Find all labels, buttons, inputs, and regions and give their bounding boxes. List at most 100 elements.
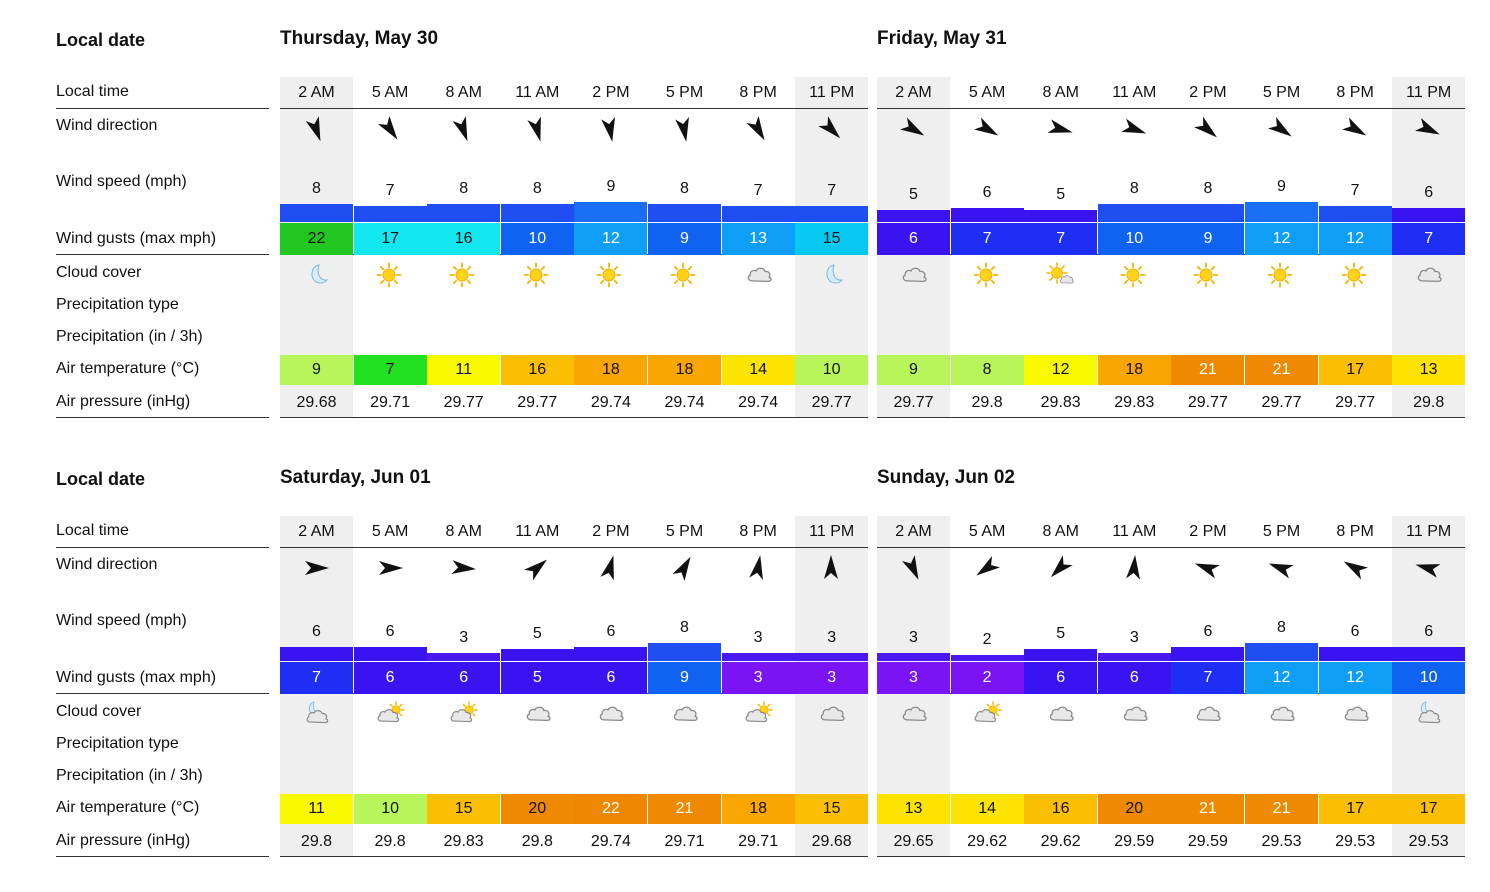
time-cell: 8 AM bbox=[1042, 523, 1079, 540]
wind-speed-value: 6 bbox=[982, 184, 992, 201]
forecast-column: 5 PM 8 12 21 29.53 bbox=[1245, 439, 1318, 869]
time-cell: 8 PM bbox=[1336, 523, 1374, 540]
cloud-icon bbox=[523, 701, 553, 727]
wind-arrow-icon bbox=[448, 553, 478, 583]
wind-speed-bar bbox=[1171, 647, 1245, 661]
air-temperature-cell: 21 bbox=[648, 794, 721, 824]
time-cell: 5 PM bbox=[665, 84, 704, 101]
air-temperature-cell: 15 bbox=[427, 794, 501, 824]
cloud-icon bbox=[1267, 701, 1297, 727]
wind-arrow-icon bbox=[1192, 553, 1222, 583]
air-pressure-value: 29.53 bbox=[1408, 833, 1449, 850]
forecast-column: 2 PM 9 12 18 29.74 bbox=[574, 0, 648, 430]
row-divider bbox=[877, 417, 1465, 418]
wind-gust-cell: 12 bbox=[574, 223, 648, 255]
air-pressure-value: 29.74 bbox=[738, 394, 779, 411]
time-cell: 11 AM bbox=[515, 523, 560, 540]
wind-speed-bar bbox=[1245, 643, 1318, 661]
partly-sunny-icon bbox=[744, 701, 774, 727]
wind-gust-cell: 9 bbox=[1171, 223, 1245, 255]
sun-icon bbox=[523, 262, 553, 288]
air-pressure-value: 29.74 bbox=[590, 394, 631, 411]
wind-speed-bar bbox=[280, 204, 353, 222]
air-temperature-cell: 8 bbox=[950, 355, 1024, 385]
wind-arrow-icon bbox=[816, 553, 846, 583]
wind-speed-bar bbox=[1097, 653, 1171, 661]
wind-gust-cell: 3 bbox=[877, 662, 950, 694]
wind-gust-cell: 6 bbox=[877, 223, 950, 255]
row-divider bbox=[280, 547, 868, 548]
time-cell: 2 PM bbox=[592, 84, 630, 101]
air-pressure-value: 29.77 bbox=[1335, 394, 1376, 411]
wind-arrow-icon bbox=[375, 114, 405, 144]
sun-icon bbox=[596, 262, 626, 288]
row-divider bbox=[280, 108, 868, 109]
forecast-column: 2 AM 8 22 9 29.68 bbox=[280, 0, 353, 430]
forecast-column: 2 PM 6 7 21 29.59 bbox=[1171, 439, 1245, 869]
cloud-icon bbox=[899, 701, 929, 727]
day-title: Saturday, Jun 01 bbox=[280, 467, 431, 488]
air-temperature-cell: 21 bbox=[1245, 794, 1318, 824]
air-temperature-cell: 13 bbox=[1392, 355, 1466, 385]
wind-speed-value: 3 bbox=[827, 629, 837, 646]
wind-arrow-icon bbox=[898, 553, 928, 583]
wind-gust-cell: 3 bbox=[795, 662, 869, 694]
wind-gust-cell: 9 bbox=[648, 662, 721, 694]
air-temperature-cell: 18 bbox=[648, 355, 721, 385]
air-pressure-value: 29.68 bbox=[296, 394, 337, 411]
wind-speed-bar bbox=[427, 653, 501, 661]
wind-gust-cell: 3 bbox=[721, 662, 795, 694]
air-pressure-value: 29.8 bbox=[971, 394, 1003, 411]
forecast-column: 8 AM 3 6 15 29.83 bbox=[427, 439, 501, 869]
moon-icon bbox=[302, 262, 332, 288]
air-temperature-cell: 15 bbox=[795, 794, 869, 824]
air-temperature-cell: 14 bbox=[721, 355, 795, 385]
air-temperature-cell: 17 bbox=[1318, 794, 1392, 824]
air-pressure-value: 29.53 bbox=[1335, 833, 1376, 850]
forecast-column: 5 PM 9 12 21 29.77 bbox=[1245, 0, 1318, 430]
air-pressure-value: 29.77 bbox=[517, 394, 558, 411]
wind-arrow-icon bbox=[669, 114, 699, 144]
air-pressure-value: 29.8 bbox=[1413, 394, 1445, 411]
cloud-icon bbox=[1120, 701, 1150, 727]
forecast-column: 2 PM 6 6 22 29.74 bbox=[574, 439, 648, 869]
wind-arrow-icon bbox=[595, 114, 625, 144]
wind-speed-bar bbox=[877, 653, 950, 661]
wind-gust-cell: 10 bbox=[1097, 223, 1171, 255]
wind-speed-value: 5 bbox=[532, 625, 542, 642]
time-cell: 8 PM bbox=[739, 523, 777, 540]
label-local-date: Local date bbox=[56, 469, 146, 489]
wind-gust-cell: 5 bbox=[500, 662, 574, 694]
wind-gust-cell: 7 bbox=[280, 662, 353, 694]
air-temperature-cell: 10 bbox=[795, 355, 869, 385]
air-pressure-value: 29.77 bbox=[1261, 394, 1302, 411]
air-temperature-cell: 10 bbox=[353, 794, 427, 824]
wind-arrow-icon bbox=[1340, 553, 1370, 583]
forecast-column: 2 AM 5 6 9 29.77 bbox=[877, 0, 950, 430]
time-cell: 2 PM bbox=[1189, 84, 1227, 101]
time-cell: 11 PM bbox=[809, 84, 855, 101]
air-temperature-cell: 9 bbox=[280, 355, 353, 385]
wind-speed-bar bbox=[721, 206, 795, 222]
air-pressure-value: 29.83 bbox=[1040, 394, 1081, 411]
air-pressure-value: 29.65 bbox=[893, 833, 934, 850]
wind-speed-value: 6 bbox=[1424, 623, 1434, 640]
air-pressure-value: 29.83 bbox=[443, 833, 484, 850]
wind-arrow-icon bbox=[301, 114, 331, 144]
forecast-column: 8 PM 3 3 18 29.71 bbox=[721, 439, 795, 869]
air-pressure-value: 29.77 bbox=[443, 394, 484, 411]
wind-speed-value: 5 bbox=[1056, 625, 1066, 642]
wind-gust-cell: 10 bbox=[1392, 662, 1466, 694]
wind-speed-bar bbox=[795, 653, 869, 661]
label-precipitation-type: Precipitation type bbox=[56, 296, 179, 313]
air-temperature-cell: 17 bbox=[1392, 794, 1466, 824]
row-divider bbox=[877, 254, 1465, 255]
forecast-column: 5 AM 7 17 7 29.71 bbox=[353, 0, 427, 430]
day-title: Sunday, Jun 02 bbox=[877, 467, 1015, 488]
forecast-column: 8 AM 5 6 16 29.62 bbox=[1024, 439, 1098, 869]
wind-speed-value: 7 bbox=[827, 182, 837, 199]
sun-icon bbox=[1341, 262, 1371, 288]
wind-speed-value: 8 bbox=[1129, 180, 1139, 197]
cloud-icon bbox=[1414, 262, 1444, 288]
wind-speed-value: 3 bbox=[459, 629, 469, 646]
